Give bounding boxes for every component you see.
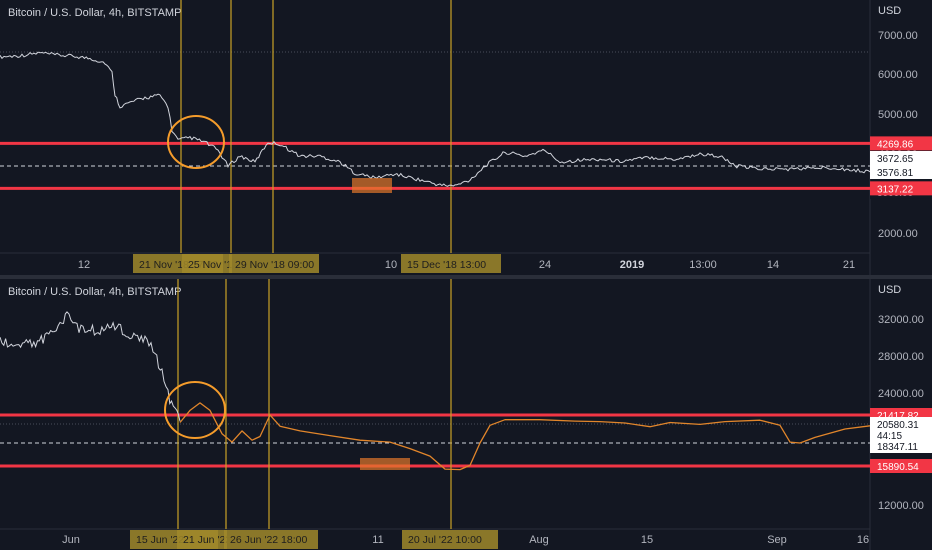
resistance-price-label: 21417.82 [877, 411, 919, 422]
chart-title: Bitcoin / U.S. Dollar, 4h, BITSTAMP [8, 286, 181, 298]
time-marker-label: 15 Jun '22 [136, 534, 184, 546]
time-marker-box [229, 254, 319, 273]
highlight-circle [167, 115, 225, 169]
support-price-label: 3137.22 [877, 184, 914, 195]
support-price-label-bg [870, 181, 932, 196]
x-tick-label: 16 [857, 534, 869, 546]
reference-price-label-bg [870, 439, 932, 453]
y-tick-label: 2000.00 [878, 228, 918, 240]
y-tick-label: 12000.00 [878, 500, 924, 512]
price-series-line [0, 311, 181, 422]
y-tick-label: 28000.00 [878, 351, 924, 363]
time-marker-label: 15 Dec '18 13:00 [407, 259, 486, 271]
time-marker-box [182, 254, 232, 273]
y-tick-label: 24000.00 [878, 388, 924, 400]
currency-label: USD [878, 284, 901, 296]
currency-label: USD [878, 5, 901, 17]
x-tick-label: 2019 [620, 259, 644, 271]
highlight-box [352, 178, 392, 193]
x-tick-label: 14 [767, 259, 779, 271]
x-tick-label: Jun [62, 534, 80, 546]
reference-price-label: 18347.11 [877, 442, 918, 453]
bar-countdown-label: 44:15 [877, 431, 902, 442]
last-price-label-bg [870, 165, 932, 179]
time-marker-label: 26 Jun '22 18:00 [230, 534, 307, 546]
last-price-label: 20580.31 [877, 420, 919, 431]
y-tick-label: 5000.00 [878, 109, 918, 121]
plot-background [0, 0, 870, 275]
panel-divider[interactable] [0, 275, 932, 279]
bar-countdown-label-bg [870, 428, 932, 442]
support-price-label: 15890.54 [877, 462, 919, 473]
time-marker-box [402, 530, 498, 549]
price-chart-bottom[interactable]: Bitcoin / U.S. Dollar, 4h, BITSTAMP USD … [0, 279, 932, 550]
chart-title: Bitcoin / U.S. Dollar, 4h, BITSTAMP [8, 7, 181, 19]
time-marker-label: 25 Nov '18 [188, 259, 238, 271]
price-chart-top[interactable]: Bitcoin / U.S. Dollar, 4h, BITSTAMP USD … [0, 0, 932, 275]
x-tick-label: Sep [767, 534, 787, 546]
y-tick-label: 7000.00 [878, 30, 918, 42]
x-tick-label: 24 [539, 259, 551, 271]
y-tick-label: 32000.00 [878, 314, 924, 326]
chart-panel-bottom[interactable]: Bitcoin / U.S. Dollar, 4h, BITSTAMP USD … [0, 279, 932, 550]
time-marker-box [224, 530, 318, 549]
highlight-box [360, 458, 410, 470]
last-price-label: 3576.81 [877, 168, 914, 179]
time-marker-box [401, 254, 501, 273]
price-series-line [0, 51, 871, 187]
x-tick-label: 11 [372, 534, 383, 546]
x-tick-label: 21 [843, 259, 855, 271]
time-marker-label: 21 Jun '22 [183, 534, 231, 546]
x-tick-label: 10 [385, 259, 397, 271]
x-tick-label: Aug [529, 534, 549, 546]
last-price-label-bg [870, 417, 932, 431]
highlight-circle [164, 381, 226, 439]
y-tick-label: 6000.00 [878, 69, 918, 81]
resistance-price-label: 4269.86 [877, 139, 914, 150]
x-tick-label: 12 [78, 259, 90, 271]
x-tick-label: 13:00 [689, 259, 717, 271]
time-marker-label: 20 Jul '22 10:00 [408, 534, 482, 546]
chart-panel-top[interactable]: Bitcoin / U.S. Dollar, 4h, BITSTAMP USD … [0, 0, 932, 275]
reference-price-label-bg [870, 151, 932, 165]
projection-series-line [179, 402, 871, 471]
time-marker-box [177, 530, 227, 549]
support-price-label-bg [870, 459, 932, 473]
x-tick-label: 15 [641, 534, 653, 546]
resistance-price-label-bg [870, 136, 932, 151]
time-marker-label: 29 Nov '18 09:00 [235, 259, 314, 271]
reference-price-label: 3672.65 [877, 154, 914, 165]
